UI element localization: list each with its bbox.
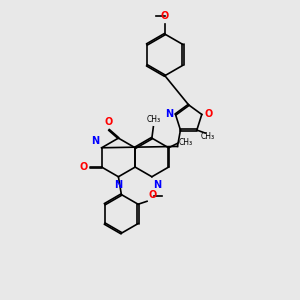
Text: N: N bbox=[165, 110, 173, 119]
Text: N: N bbox=[114, 180, 122, 190]
Text: CH₃: CH₃ bbox=[146, 116, 161, 124]
Text: O: O bbox=[148, 190, 157, 200]
Text: O: O bbox=[161, 11, 169, 21]
Text: CH₃: CH₃ bbox=[179, 138, 193, 147]
Text: CH₃: CH₃ bbox=[200, 133, 214, 142]
Text: O: O bbox=[104, 117, 112, 127]
Text: N: N bbox=[153, 180, 161, 190]
Text: O: O bbox=[80, 162, 88, 172]
Text: N: N bbox=[91, 136, 99, 146]
Text: O: O bbox=[204, 110, 212, 119]
